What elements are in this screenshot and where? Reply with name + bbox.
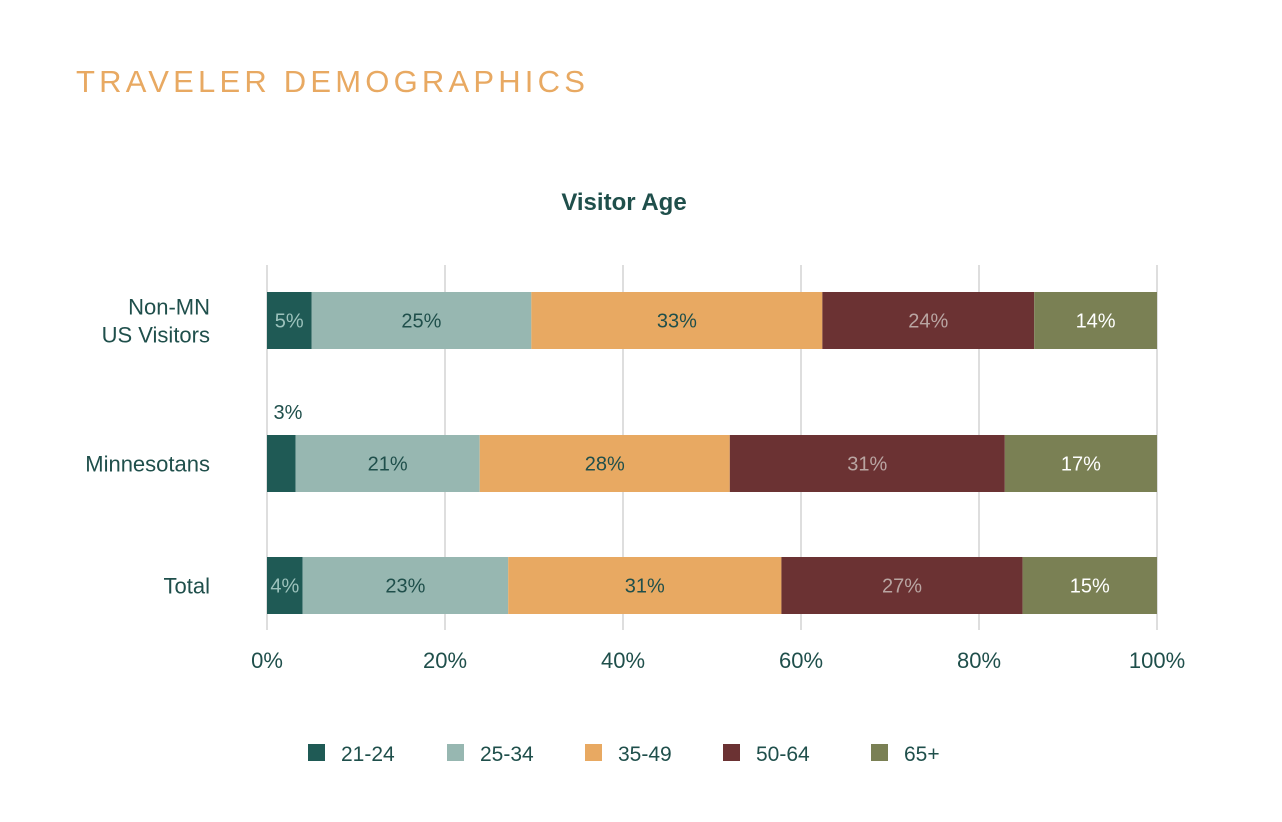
legend-label: 50-64 bbox=[756, 743, 810, 766]
data-label: 25% bbox=[401, 311, 441, 333]
category-label: US Visitors bbox=[102, 323, 210, 348]
x-tick-label: 80% bbox=[957, 648, 1001, 673]
data-label: 17% bbox=[1061, 454, 1101, 476]
bar-segment bbox=[267, 435, 296, 492]
section-title: TRAVELER DEMOGRAPHICS bbox=[76, 64, 590, 99]
chart-title: Visitor Age bbox=[561, 189, 686, 216]
x-tick-label: 20% bbox=[423, 648, 467, 673]
data-label: 3% bbox=[274, 402, 303, 424]
legend-swatch bbox=[447, 744, 464, 761]
bar-segment bbox=[1022, 557, 1157, 614]
x-tick-label: 100% bbox=[1129, 648, 1185, 673]
data-label: 4% bbox=[270, 576, 299, 598]
legend-swatch bbox=[585, 744, 602, 761]
data-label: 27% bbox=[882, 576, 922, 598]
bar-segment bbox=[479, 435, 730, 492]
data-label: 14% bbox=[1076, 311, 1116, 333]
legend-swatch bbox=[871, 744, 888, 761]
data-label: 23% bbox=[385, 576, 425, 598]
x-tick-label: 0% bbox=[251, 648, 283, 673]
legend-swatch bbox=[308, 744, 325, 761]
bar-segment bbox=[822, 292, 1035, 349]
bar-segment bbox=[311, 292, 532, 349]
category-label: Total bbox=[164, 574, 210, 599]
bar-segment bbox=[729, 435, 1005, 492]
data-label: 31% bbox=[625, 576, 665, 598]
bar-segment bbox=[295, 435, 480, 492]
data-label: 24% bbox=[908, 311, 948, 333]
legend-label: 35-49 bbox=[618, 743, 672, 766]
data-label: 31% bbox=[847, 454, 887, 476]
bar-segment bbox=[1004, 435, 1157, 492]
x-axis-ticks: 0% 20% 40% 60% 80% 100% bbox=[251, 648, 1185, 673]
bar-segment bbox=[508, 557, 782, 614]
legend-swatch bbox=[723, 744, 740, 761]
data-label: 15% bbox=[1070, 576, 1110, 598]
category-label: Minnesotans bbox=[85, 452, 210, 477]
legend-label: 25-34 bbox=[480, 743, 534, 766]
category-labels: Non-MN US Visitors Minnesotans Total bbox=[85, 295, 210, 599]
category-label: Non-MN bbox=[128, 295, 210, 320]
legend-label: 21-24 bbox=[341, 743, 395, 766]
x-tick-label: 60% bbox=[779, 648, 823, 673]
x-tick-label: 40% bbox=[601, 648, 645, 673]
bar-segment bbox=[781, 557, 1023, 614]
data-label: 33% bbox=[657, 311, 697, 333]
data-label: 5% bbox=[275, 311, 304, 333]
bar-segment bbox=[302, 557, 509, 614]
bar-segment bbox=[531, 292, 823, 349]
data-label: 28% bbox=[585, 454, 625, 476]
legend: 21-24 25-34 35-49 50-64 65+ bbox=[308, 743, 940, 766]
bars: 5% 25% 33% 24% 14% 3% 21% 28% 31% 17% 4% 23% 31% 27% 1… bbox=[267, 292, 1157, 614]
legend-label: 65+ bbox=[904, 743, 940, 766]
bar-segment bbox=[267, 292, 312, 349]
data-label: 21% bbox=[368, 454, 408, 476]
bar-segment bbox=[267, 557, 303, 614]
bar-segment bbox=[1034, 292, 1157, 349]
